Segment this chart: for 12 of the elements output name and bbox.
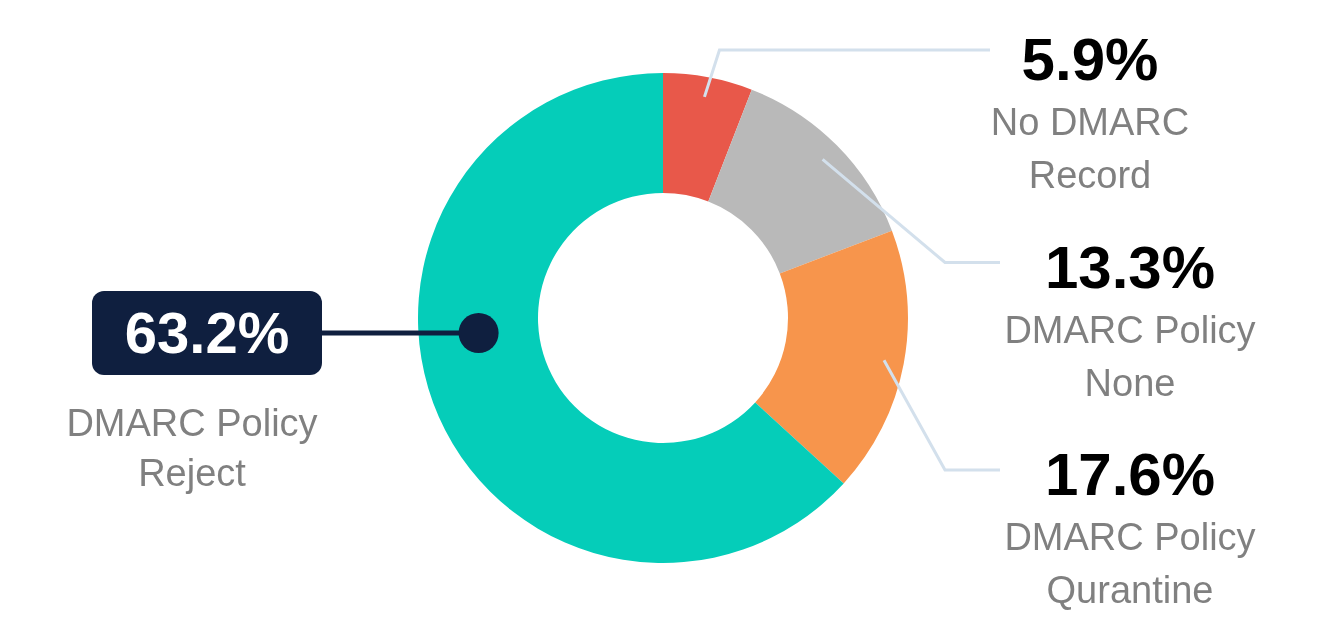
data-label: 17.6% (1044, 441, 1216, 508)
data-label: 13.3% (1044, 233, 1216, 301)
slice-label: DMARC Policy Qurantine (1004, 516, 1256, 611)
slice-label: No DMARC Record (990, 101, 1190, 196)
slice-label: DMARC Policy None (1004, 308, 1256, 404)
data-label: 5.9% (1021, 26, 1159, 93)
donut-slice (708, 89, 892, 274)
donut-slice (418, 73, 844, 563)
donut-slice (663, 73, 752, 202)
donut-slice (755, 230, 908, 484)
slice-label: DMARC Policy Reject (66, 402, 318, 494)
data-label: 63.2% (124, 300, 290, 365)
